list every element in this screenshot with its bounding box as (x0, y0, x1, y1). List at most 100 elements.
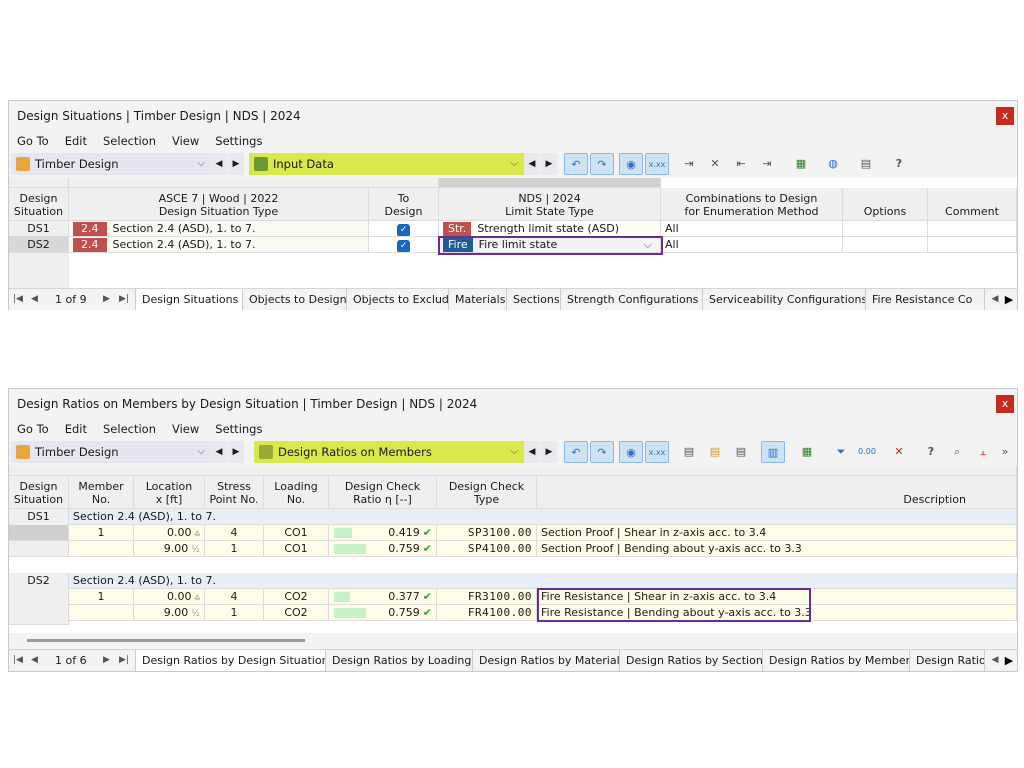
decimals-icon[interactable]: x.xx (645, 153, 669, 175)
tab-item[interactable]: Design Ratios (910, 650, 985, 671)
cell-description[interactable]: Section Proof | Shear in z-axis acc. to … (537, 525, 1017, 541)
insert-row-icon[interactable]: ⇥ (684, 157, 694, 170)
cell-options[interactable] (843, 221, 928, 237)
last-page-icon[interactable]: ▶| (119, 294, 129, 304)
tab-scroll-right-icon[interactable]: ▶ (1004, 293, 1014, 306)
prev-page-icon[interactable]: ◀ (31, 294, 38, 304)
cell-loading[interactable]: CO1 (264, 541, 329, 557)
menu-goto[interactable]: Go To (17, 134, 49, 148)
tab-item[interactable]: Objects to Design (243, 289, 347, 310)
tab-item[interactable]: Materials (449, 289, 507, 310)
cell-comment[interactable] (928, 221, 1017, 237)
module-select[interactable]: Timber Design ⌵ (11, 153, 211, 175)
cell-check-type[interactable]: SP3100.00 (437, 525, 537, 541)
tab-item[interactable]: Design Ratios by Design Situation (135, 650, 326, 671)
cell-check-type[interactable]: SP4100.00 (437, 541, 537, 557)
tab-item[interactable]: Serviceability Configurations (703, 289, 866, 310)
close-button[interactable]: x (996, 395, 1014, 413)
menu-selection[interactable]: Selection (103, 134, 156, 148)
next-button[interactable]: ▶ (228, 153, 244, 175)
cell-location[interactable]: 0.00 ⩠ (134, 525, 205, 541)
cell-location[interactable]: 9.00 ½ (134, 541, 205, 557)
table-export-icon[interactable]: ▤ (735, 445, 747, 458)
row-ds-label[interactable]: DS1 (9, 221, 69, 237)
cell-check-type[interactable]: FR3100.00 (437, 589, 537, 605)
select-back-icon[interactable]: ↶ (564, 441, 588, 463)
tab-item[interactable]: Design Ratios by Member (763, 650, 910, 671)
view-select[interactable]: Design Ratios on Members ⌵ (254, 441, 524, 463)
tab-item[interactable]: Design Ratios by Section (620, 650, 763, 671)
cell-options[interactable] (843, 237, 928, 253)
view-eye-icon[interactable]: ◉ (619, 441, 643, 463)
cell-stress-point[interactable]: 4 (205, 525, 264, 541)
menu-settings[interactable]: Settings (215, 134, 263, 148)
clear-selection-icon[interactable]: ✕ (894, 445, 904, 458)
next-page-icon[interactable]: ▶ (103, 294, 110, 304)
cell-member[interactable]: 1 (69, 525, 134, 541)
row-selector[interactable] (9, 525, 69, 541)
cell-description[interactable]: Section Proof | Bending about y-axis acc… (537, 541, 1017, 557)
cell-description[interactable]: Fire Resistance | Shear in z-axis acc. t… (537, 589, 1017, 605)
table-highlight-icon[interactable]: ▤ (709, 445, 721, 458)
cell-member[interactable]: 1 (69, 589, 134, 605)
delete-row-icon[interactable]: ✕ (710, 157, 720, 170)
menu-goto[interactable]: Go To (17, 422, 49, 436)
cell-combinations[interactable]: All (661, 237, 843, 253)
tab-item[interactable]: Strength Configurations (561, 289, 703, 310)
close-button[interactable]: x (996, 107, 1014, 125)
row-ds-label[interactable]: DS2 (9, 237, 69, 253)
cell-check-type[interactable]: FR4100.00 (437, 605, 537, 621)
view-eye-icon[interactable]: ◉ (619, 153, 643, 175)
decimals-icon[interactable]: x.xx (645, 441, 669, 463)
cell-location[interactable]: 9.00 ½ (134, 605, 205, 621)
prev-button[interactable]: ◀ (211, 441, 227, 463)
excel-icon[interactable]: ▦ (801, 445, 813, 458)
menu-view[interactable]: View (172, 134, 200, 148)
cell-ratio[interactable]: 0.759 ✔ (329, 541, 437, 557)
tab-scroll-right-icon[interactable]: ▶ (1004, 654, 1014, 667)
zoom-details-icon[interactable]: ⌕ (953, 445, 961, 458)
cell-loading[interactable]: CO2 (264, 605, 329, 621)
excel-icon[interactable]: ▦ (795, 157, 807, 170)
checkbox-checked[interactable]: ✓ (397, 240, 410, 252)
cell-limit-state[interactable]: Fire Fire limit state ⌵ (439, 237, 661, 253)
cell-situation-type[interactable]: 2.4 Section 2.4 (ASD), 1. to 7. (69, 221, 369, 237)
menu-settings[interactable]: Settings (215, 422, 263, 436)
select-back-icon[interactable]: ↶ (564, 153, 588, 175)
view-select[interactable]: Input Data ⌵ (249, 153, 524, 175)
globe-icon[interactable]: ◍ (828, 157, 838, 170)
move-right-icon[interactable]: ⇥ (762, 157, 772, 170)
filter-icon[interactable]: ⏷ (836, 445, 846, 458)
prev-button[interactable]: ◀ (524, 153, 540, 175)
ratio-filter-icon[interactable]: 0.00 (858, 447, 876, 456)
tab-item[interactable]: Fire Resistance Co (866, 289, 985, 310)
more-icon[interactable]: » (1001, 445, 1009, 458)
cell-situation-type[interactable]: 2.4 Section 2.4 (ASD), 1. to 7. (69, 237, 369, 253)
menu-edit[interactable]: Edit (64, 134, 87, 148)
select-forward-icon[interactable]: ↷ (590, 153, 614, 175)
prev-button[interactable]: ◀ (524, 441, 540, 463)
next-button[interactable]: ▶ (228, 441, 244, 463)
select-forward-icon[interactable]: ↷ (590, 441, 614, 463)
tab-item[interactable]: Design Ratios by Material (473, 650, 620, 671)
cell-description[interactable]: Fire Resistance | Bending about y-axis a… (537, 605, 1017, 621)
cell-location[interactable]: 0.00 ⩠ (134, 589, 205, 605)
cell-loading[interactable]: CO2 (264, 589, 329, 605)
row-ds-label[interactable]: DS2 (9, 573, 69, 625)
menu-edit[interactable]: Edit (64, 422, 87, 436)
next-button[interactable]: ▶ (541, 441, 557, 463)
cell-combinations[interactable]: All (661, 221, 843, 237)
menu-view[interactable]: View (172, 422, 200, 436)
last-page-icon[interactable]: ▶| (119, 655, 129, 665)
next-button[interactable]: ▶ (541, 153, 557, 175)
module-select[interactable]: Timber Design ⌵ (11, 441, 211, 463)
cell-stress-point[interactable]: 1 (205, 605, 264, 621)
move-left-icon[interactable]: ⇤ (736, 157, 746, 170)
prev-button[interactable]: ◀ (211, 153, 227, 175)
tab-item[interactable]: Design Situations (135, 289, 243, 310)
table-icon[interactable]: ▤ (683, 445, 695, 458)
checkbox-checked[interactable]: ✓ (397, 224, 410, 236)
tab-item[interactable]: Sections (507, 289, 561, 310)
cell-limit-state[interactable]: Str. Strength limit state (ASD) (439, 221, 661, 237)
tab-scroll-left-icon[interactable]: ◀ (989, 289, 1001, 310)
